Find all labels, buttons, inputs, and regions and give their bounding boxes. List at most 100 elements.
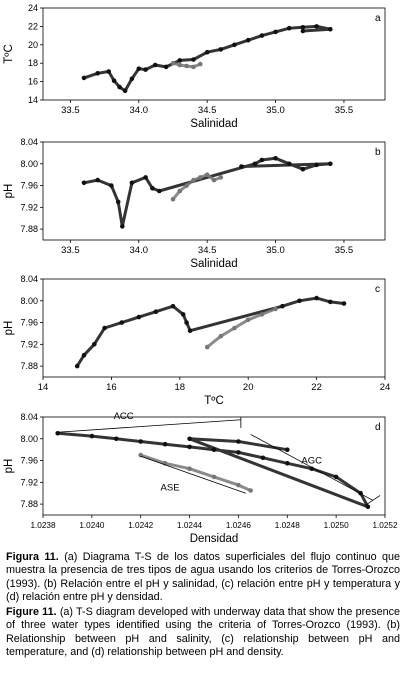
data-point bbox=[150, 186, 155, 191]
data-point bbox=[102, 325, 107, 331]
y-tick-label: 7.96 bbox=[20, 181, 38, 191]
y-tick-label: 7.92 bbox=[20, 202, 38, 212]
data-point bbox=[184, 63, 189, 69]
data-point bbox=[341, 301, 347, 306]
x-tick-label: 35.0 bbox=[266, 245, 285, 256]
data-point bbox=[184, 183, 189, 188]
x-tick-label: 24 bbox=[380, 382, 391, 393]
y-tick-label: 8.04 bbox=[20, 274, 38, 284]
plot-frame bbox=[42, 7, 386, 101]
annotation-ase: ASE bbox=[161, 483, 180, 494]
data-point bbox=[297, 298, 302, 304]
x-tick-label: 22 bbox=[311, 382, 322, 393]
series-trace-0 bbox=[56, 431, 370, 509]
data-point bbox=[259, 312, 265, 317]
y-tick-label: 14 bbox=[28, 95, 38, 105]
data-point bbox=[162, 441, 168, 447]
data-point bbox=[136, 314, 142, 320]
y-tick-label: 16 bbox=[28, 77, 38, 87]
plot-frame bbox=[42, 416, 386, 516]
data-point bbox=[300, 28, 306, 34]
data-point bbox=[170, 196, 176, 202]
data-point bbox=[245, 37, 251, 43]
y-tick-label: 8.00 bbox=[20, 296, 38, 306]
caption-spanish: Figura 11. (a) Diagrama T-S de los datos… bbox=[6, 551, 400, 605]
y-tick-label: 20 bbox=[28, 40, 38, 50]
data-point bbox=[300, 25, 306, 30]
data-point bbox=[143, 67, 148, 72]
series-trace-1 bbox=[139, 453, 253, 492]
data-point bbox=[252, 161, 258, 167]
data-point bbox=[170, 303, 176, 309]
data-point bbox=[218, 47, 224, 52]
data-point bbox=[117, 84, 122, 90]
caption-english: Figure 11. (a) T-S diagram developed wit… bbox=[6, 606, 400, 660]
data-point bbox=[187, 436, 192, 442]
data-point bbox=[314, 162, 319, 168]
x-tick-label: 34.5 bbox=[198, 105, 217, 116]
data-point bbox=[95, 177, 100, 183]
data-point bbox=[55, 431, 60, 436]
data-point bbox=[74, 363, 80, 369]
data-point bbox=[191, 57, 196, 62]
y-tick-label: 18 bbox=[28, 58, 38, 68]
data-point bbox=[259, 157, 265, 163]
x-tick-label: 34.0 bbox=[130, 245, 149, 256]
data-point bbox=[111, 78, 117, 83]
annotation-acc: ACC bbox=[114, 411, 134, 422]
x-tick-label: 1.0250 bbox=[324, 521, 349, 530]
x-tick-label: 33.5 bbox=[61, 245, 80, 256]
caption-en-text: (a) T-S diagram developed with underway … bbox=[6, 606, 401, 659]
data-point bbox=[187, 444, 192, 450]
series-trace-0 bbox=[82, 24, 332, 93]
y-axis-label: TºC bbox=[3, 44, 15, 64]
data-point bbox=[191, 177, 196, 183]
x-tick-label: 1.0240 bbox=[79, 521, 104, 530]
data-point bbox=[236, 439, 241, 444]
data-point bbox=[245, 317, 251, 323]
chart-panel-a: 33.5 34.0 34.5 35.0 35.5 14 16 18 20 22 24 Salinida… bbox=[3, 3, 386, 130]
data-point bbox=[81, 180, 87, 186]
data-point bbox=[273, 306, 278, 312]
data-point bbox=[106, 69, 111, 74]
data-point bbox=[187, 466, 192, 472]
data-point bbox=[198, 61, 203, 67]
data-point bbox=[81, 75, 87, 81]
data-point bbox=[129, 76, 135, 82]
data-point bbox=[204, 344, 210, 350]
data-point bbox=[191, 64, 196, 70]
annotation-agc: AGC bbox=[301, 455, 322, 466]
data-point bbox=[122, 88, 128, 94]
data-point bbox=[81, 352, 87, 358]
data-point bbox=[365, 504, 371, 510]
x-tick-label: 1.0242 bbox=[128, 521, 153, 530]
data-point bbox=[120, 224, 125, 229]
data-point bbox=[232, 325, 237, 331]
x-tick-label: 1.0252 bbox=[372, 521, 397, 530]
plot-frame bbox=[42, 141, 386, 241]
x-tick-label: 35.5 bbox=[335, 105, 354, 116]
data-point bbox=[204, 172, 210, 177]
data-point bbox=[300, 166, 306, 172]
y-tick-label: 8.04 bbox=[20, 137, 38, 147]
data-point bbox=[177, 62, 183, 68]
series-trace-1 bbox=[205, 307, 278, 349]
data-point bbox=[177, 58, 183, 63]
y-tick-label: 8.00 bbox=[20, 434, 38, 444]
x-tick-label: 1.0248 bbox=[275, 521, 300, 530]
panel-letter: a bbox=[375, 13, 381, 24]
data-point bbox=[285, 447, 290, 453]
y-axis-label: pH bbox=[3, 321, 15, 336]
data-point bbox=[177, 188, 183, 194]
x-tick-label: 14 bbox=[38, 382, 49, 393]
data-point bbox=[314, 295, 319, 301]
x-tick-label: 35.5 bbox=[335, 245, 354, 256]
panel-letter: d bbox=[375, 422, 381, 433]
data-point bbox=[204, 49, 210, 55]
x-axis-label: Salinidad bbox=[190, 118, 237, 130]
y-tick-label: 7.96 bbox=[20, 318, 38, 328]
caption-es-label: Figura 11. bbox=[6, 551, 59, 563]
data-point bbox=[286, 161, 292, 167]
y-tick-label: 8.04 bbox=[20, 412, 38, 422]
panel-letter: b bbox=[375, 147, 381, 158]
